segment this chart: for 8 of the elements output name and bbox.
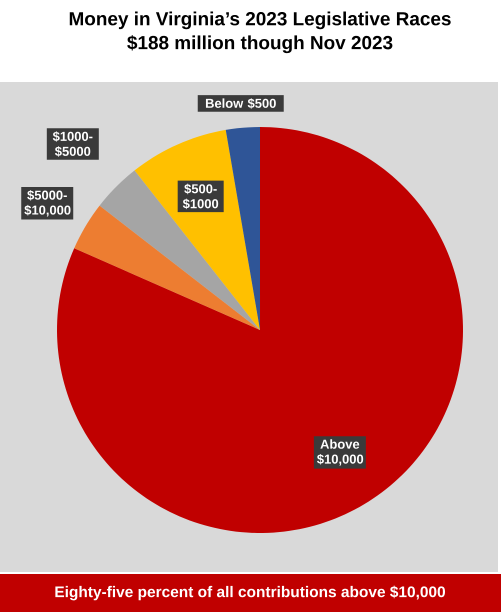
text: Eighty-five percent of all contributions above $10,000 — [55, 586, 446, 600]
slice-label: Below $500 — [206, 98, 276, 109]
slice-label: $5000-$10,000 — [24, 190, 71, 217]
slice-label: Above $10,000 — [317, 439, 364, 466]
slice-label: $500-$1000 — [182, 184, 218, 210]
chart-subtitle: $188 million though Nov 2023 — [127, 35, 392, 54]
chart-title: Money in Virginia’s 2023 Legislative Races — [70, 12, 451, 30]
slice-label: $1000-$5000 — [52, 131, 92, 157]
